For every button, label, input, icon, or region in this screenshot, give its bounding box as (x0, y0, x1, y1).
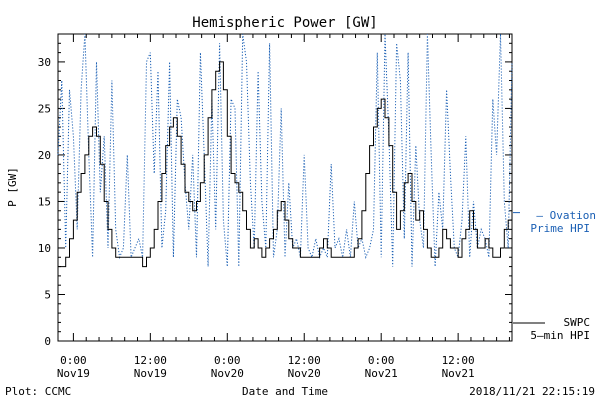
x-tick-label-date: Nov21 (365, 367, 398, 380)
x-axis-label: Date and Time (242, 385, 328, 398)
y-tick-label: 15 (38, 195, 51, 208)
y-tick-label: 20 (38, 149, 51, 162)
plot-frame (57, 33, 513, 342)
y-tick-label: 10 (38, 242, 51, 255)
x-tick-label-time: 0:00 (368, 354, 395, 367)
legend-ovation-label: — Ovation (536, 209, 596, 222)
series-layer (57, 33, 513, 268)
x-tick-label-date: Nov20 (288, 367, 321, 380)
x-tick-label-date: Nov21 (442, 367, 475, 380)
y-tick-label: 30 (38, 56, 51, 69)
plot-timestamp: 2018/11/21 22:15:19 (469, 385, 595, 398)
x-tick-label-time: 0:00 (214, 354, 241, 367)
legend-swpc-label: 5—min HPI (530, 329, 590, 342)
series-ovation-prime-hpi (57, 33, 513, 267)
legend-swpc-label: SWPC (564, 316, 591, 329)
series-swpc-5min-hpi (58, 61, 513, 268)
x-tick-label-time: 12:00 (442, 354, 475, 367)
y-tick-label: 5 (44, 288, 51, 301)
y-tick-label: 0 (44, 335, 51, 348)
x-tick-label-time: 0:00 (60, 354, 87, 367)
x-tick-label-date: Nov19 (57, 367, 90, 380)
y-tick-label: 25 (38, 102, 51, 115)
chart-title: Hemispheric Power [GW] (192, 15, 377, 31)
axes: 0510152025300:00Nov1912:00Nov190:00Nov20… (38, 33, 513, 380)
x-tick-label-date: Nov19 (134, 367, 167, 380)
plot-credit: Plot: CCMC (5, 385, 71, 398)
x-tick-label-time: 12:00 (134, 354, 167, 367)
x-tick-label-date: Nov20 (211, 367, 244, 380)
y-axis-label: P [GW] (6, 167, 19, 207)
legend-ovation-label: Prime HPI (530, 222, 590, 235)
x-tick-label-time: 12:00 (288, 354, 321, 367)
